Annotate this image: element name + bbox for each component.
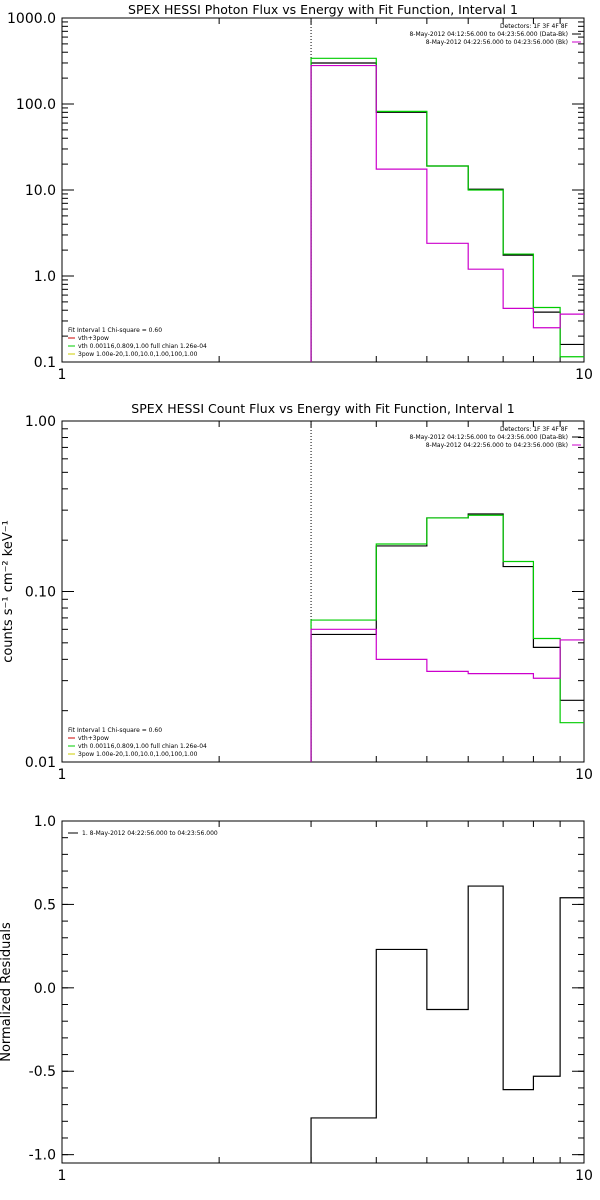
panel-2: SPEX HESSI Count Flux vs Energy with Fit… — [1, 401, 593, 783]
y-tick-label: 0.5 — [34, 897, 56, 913]
x-tick-label: 1 — [58, 767, 67, 783]
y-tick-label: 1000.0 — [7, 11, 56, 27]
y-tick-label: 0.1 — [34, 355, 56, 371]
legend-entry: 1. 8-May-2012 04:22:56.000 to 04:23:56.0… — [82, 830, 218, 837]
plot-frame — [61, 17, 585, 363]
y-tick-label: 0.01 — [25, 755, 56, 771]
legend-entry: vth 0.00116,0.809,1.00 full chian 1.26e-… — [78, 343, 207, 350]
legend-entry: Detectors: 1F 3F 4F 8F — [500, 23, 569, 30]
legend-entry: 3pow 1.00e-20,1.00,10.0,1.00,100,1.00 — [78, 351, 198, 358]
chart-title: SPEX HESSI Photon Flux vs Energy with Fi… — [128, 2, 518, 17]
x-tick-label: 10 — [575, 767, 593, 783]
y-tick-label: 1.0 — [34, 814, 56, 830]
legend-entry: Detectors: 1F 3F 4F 8F — [500, 426, 569, 433]
legend-entry: vth 0.00116,0.809,1.00 full chian 1.26e-… — [78, 743, 207, 750]
y-tick-label: 0.10 — [25, 585, 56, 601]
y-tick-label: 1.00 — [25, 414, 56, 430]
legend-entry: vth+3pow — [78, 735, 109, 742]
series-3-line — [310, 64, 584, 362]
y-tick-label: -1.0 — [29, 1148, 56, 1164]
series-2-line — [310, 514, 584, 762]
legend-entry: 8-May-2012 04:12:56.000 to 04:23:56.000 … — [409, 434, 568, 441]
x-tick-label: 1 — [58, 1168, 67, 1184]
y-tick-label: 1.0 — [34, 269, 56, 285]
plot-frame — [61, 820, 585, 1164]
legend-entry: Fit Interval 1 Chi-square = 0.60 — [68, 327, 162, 334]
series-1-line — [310, 885, 584, 1163]
y-tick-label: 10.0 — [25, 183, 56, 199]
x-tick-label: 10 — [575, 367, 593, 383]
legend-entry: vth+3pow — [78, 335, 109, 342]
panel-1: SPEX HESSI Photon Flux vs Energy with Fi… — [7, 2, 593, 383]
y-tick-label: 100.0 — [16, 97, 56, 113]
y-axis-label: Normalized Residuals — [0, 922, 14, 1062]
legend-entry: 3pow 1.00e-20,1.00,10.0,1.00,100,1.00 — [78, 751, 198, 758]
chart-title: SPEX HESSI Count Flux vs Energy with Fit… — [131, 401, 514, 416]
y-tick-label: -0.5 — [29, 1064, 56, 1080]
series-3-line — [310, 628, 584, 762]
legend-entry: 8-May-2012 04:12:56.000 to 04:23:56.000 … — [409, 31, 568, 38]
legend-entry: 8-May-2012 04:22:56.000 to 04:23:56.000 … — [426, 39, 568, 46]
y-axis-label: counts s⁻¹ cm⁻² keV⁻¹ — [1, 520, 16, 663]
panel-3: Normalized Residuals 1 10 -1.0 -0.5 0.0 0.5 1.0… — [0, 814, 593, 1184]
x-tick-label: 1 — [58, 367, 67, 383]
plot-frame — [61, 420, 585, 763]
y-tick-label: 0.0 — [34, 981, 56, 997]
legend-entry: Fit Interval 1 Chi-square = 0.60 — [68, 727, 162, 734]
series-2-line — [310, 57, 584, 362]
legend-entry: 8-May-2012 04:22:56.000 to 04:23:56.000 … — [426, 442, 568, 449]
series-1-line — [310, 62, 584, 362]
x-tick-label: 10 — [575, 1168, 593, 1184]
